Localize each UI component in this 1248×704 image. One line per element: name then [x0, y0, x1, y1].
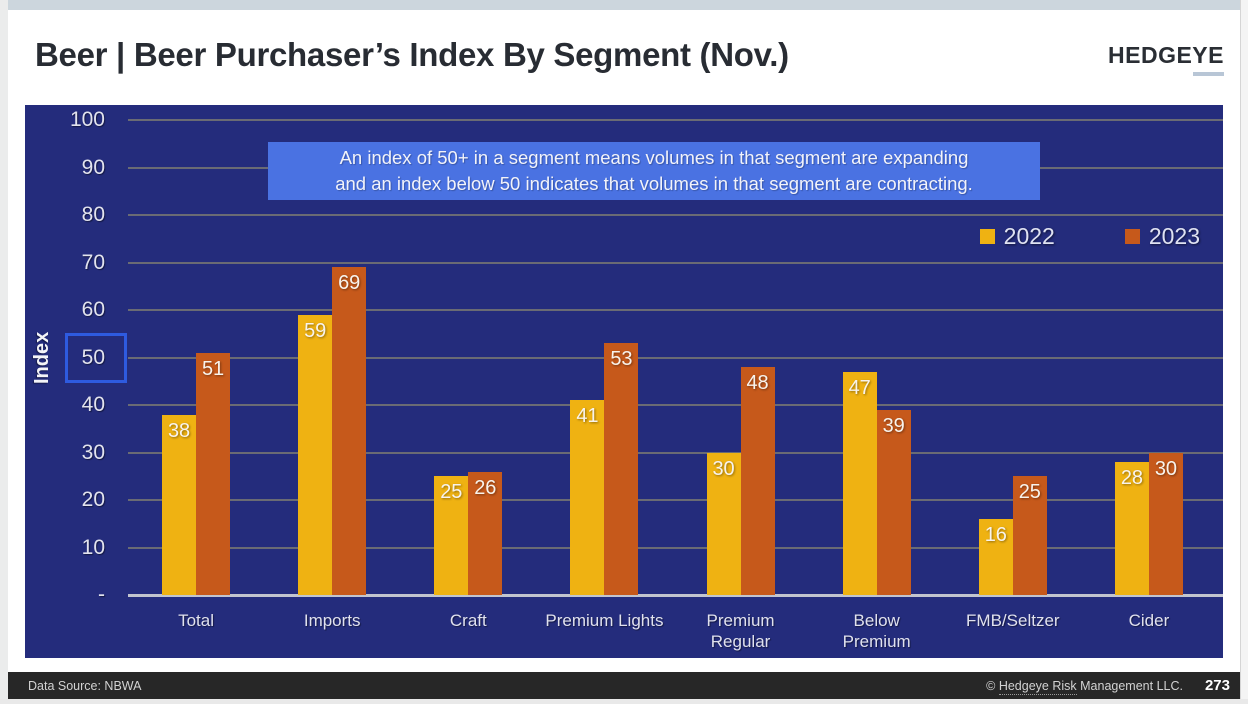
- gridline-30: [128, 451, 1223, 454]
- y-tick-label-70: 70: [81, 250, 105, 274]
- bar-2022-below-premium: 47: [842, 371, 877, 595]
- bar-group-below-premium: 47 39: [809, 371, 945, 595]
- bar-group-cider: 28 30: [1081, 452, 1217, 595]
- bottom-strip: [0, 699, 1248, 704]
- gridline-70: [128, 261, 1223, 264]
- bar-value-2022-fmb-seltzer: 16: [984, 524, 1007, 546]
- bar-2022-total: 38: [162, 414, 197, 595]
- page-number: 273: [1204, 677, 1230, 694]
- bar-value-2023-premium-regular: 48: [746, 372, 769, 394]
- top-strip: [8, 0, 1240, 10]
- bar-2023-fmb-seltzer: 25: [1012, 476, 1047, 595]
- category-label-total: Total: [178, 611, 215, 630]
- bar-value-2023-below-premium: 39: [882, 414, 905, 437]
- bar-value-2022-premium-lights: 41: [576, 405, 599, 428]
- legend-swatch-2023: [1124, 229, 1140, 244]
- y-tick-label-50: 50: [81, 345, 105, 369]
- annotation-line-2: and an index below 50 indicates that vol…: [335, 173, 973, 194]
- y-tick-label-40: 40: [81, 393, 105, 416]
- legend-label-2022: 2022: [1003, 223, 1055, 249]
- bar-group-premium-regular: 30 48: [673, 367, 809, 595]
- annotation-box: An index of 50+ in a segment means volum…: [268, 142, 1040, 200]
- left-edge: [0, 0, 8, 704]
- gridline-20: [128, 499, 1223, 501]
- highlighted-tick-box: [65, 332, 127, 383]
- bar-2023-imports: 69: [332, 267, 367, 595]
- bar-value-2022-premium-regular: 30: [712, 457, 735, 480]
- gridline-100: [128, 119, 1223, 121]
- logo-underline: [1193, 72, 1224, 76]
- bar-2022-imports: 59: [298, 314, 333, 595]
- bar-2023-premium-regular: 48: [740, 367, 775, 595]
- bar-value-2022-total: 38: [167, 419, 191, 442]
- y-axis-label: Index: [31, 331, 53, 384]
- bar-value-2022-imports: 59: [304, 319, 327, 342]
- bar-value-2023-imports: 69: [338, 272, 361, 295]
- bar-value-2022-craft: 25: [440, 481, 463, 504]
- y-tick-label-30: 30: [81, 440, 105, 464]
- y-tick-label-60: 60: [81, 298, 105, 321]
- bar-2023-total: 51: [196, 352, 231, 595]
- y-tick-label-100: 100: [69, 108, 105, 131]
- chart-panel: Index An index of 50+ in a segment means…: [25, 105, 1223, 658]
- copyright: © Hedgeye Risk Management LLC.: [986, 678, 1183, 695]
- gridline-50: [128, 356, 1223, 359]
- legend-swatch-2022: [979, 229, 995, 244]
- bar-2022-premium-lights: 41: [570, 400, 605, 595]
- category-label-cider: Cider: [1128, 611, 1170, 630]
- gridline-80: [128, 214, 1223, 216]
- y-tick-label-20: 20: [81, 488, 105, 511]
- category-label-craft: Craft: [449, 611, 487, 630]
- legend-item-2022: 2022: [979, 223, 1055, 250]
- legend-label-2023: 2023: [1148, 223, 1200, 249]
- y-tick-label-10: 10: [81, 535, 105, 559]
- bar-value-2022-below-premium: 47: [848, 376, 871, 399]
- bar-group-fmb-seltzer: 16 25: [945, 476, 1081, 595]
- bar-2022-fmb-seltzer: 16: [978, 519, 1013, 595]
- bar-value-2023-fmb-seltzer: 25: [1018, 481, 1041, 504]
- category-label-fmb-seltzer: FMB/Seltzer: [966, 611, 1060, 630]
- bar-2023-craft: 26: [468, 471, 503, 595]
- bar-group-total: 38 51: [128, 352, 264, 595]
- gridline-10: [128, 546, 1223, 549]
- bar-2023-below-premium: 39: [876, 409, 911, 595]
- legend: 2022 2023: [979, 223, 1200, 250]
- bar-2022-cider: 28: [1114, 462, 1149, 595]
- bar-2022-craft: 25: [434, 476, 469, 595]
- data-source: Data Source: NBWA: [28, 678, 142, 693]
- right-edge: [1240, 0, 1248, 704]
- bar-value-2023-cider: 30: [1154, 457, 1178, 480]
- bar-2023-premium-lights: 53: [604, 343, 639, 595]
- y-tick-label-0: -: [98, 583, 105, 606]
- category-label-imports: Imports: [303, 611, 361, 630]
- bar-2023-cider: 30: [1148, 452, 1183, 595]
- legend-item-2023: 2023: [1124, 223, 1200, 250]
- bar-value-2023-total: 51: [201, 357, 225, 380]
- bar-2022-premium-regular: 30: [706, 452, 741, 595]
- bar-value-2023-premium-lights: 53: [610, 348, 633, 371]
- category-label-premium-lights: Premium Lights: [545, 611, 664, 630]
- bar-group-premium-lights: 41 53: [536, 343, 672, 595]
- gridline-40: [128, 404, 1223, 406]
- copyright-link[interactable]: Hedgeye Risk: [998, 678, 1077, 695]
- footer: Data Source: NBWA © Hedgeye Risk Managem…: [8, 672, 1240, 699]
- page-title: Beer | Beer Purchaser’s Index By Segment…: [35, 36, 789, 73]
- gridline-60: [128, 309, 1223, 311]
- hedgeye-logo: HEDGEYE: [1108, 42, 1224, 68]
- annotation-line-1: An index of 50+ in a segment means volum…: [339, 147, 969, 168]
- y-tick-label-90: 90: [81, 155, 105, 179]
- category-label-below-premium: Below Premium: [842, 611, 911, 652]
- bar-value-2023-craft: 26: [474, 476, 497, 499]
- x-axis-line: [128, 593, 1223, 597]
- bar-group-imports: 59 69: [264, 267, 400, 595]
- y-tick-label-80: 80: [81, 203, 105, 226]
- category-label-premium-regular: Premium Regular: [706, 611, 775, 652]
- bar-group-craft: 25 26: [400, 471, 536, 595]
- bar-value-2022-cider: 28: [1120, 467, 1144, 489]
